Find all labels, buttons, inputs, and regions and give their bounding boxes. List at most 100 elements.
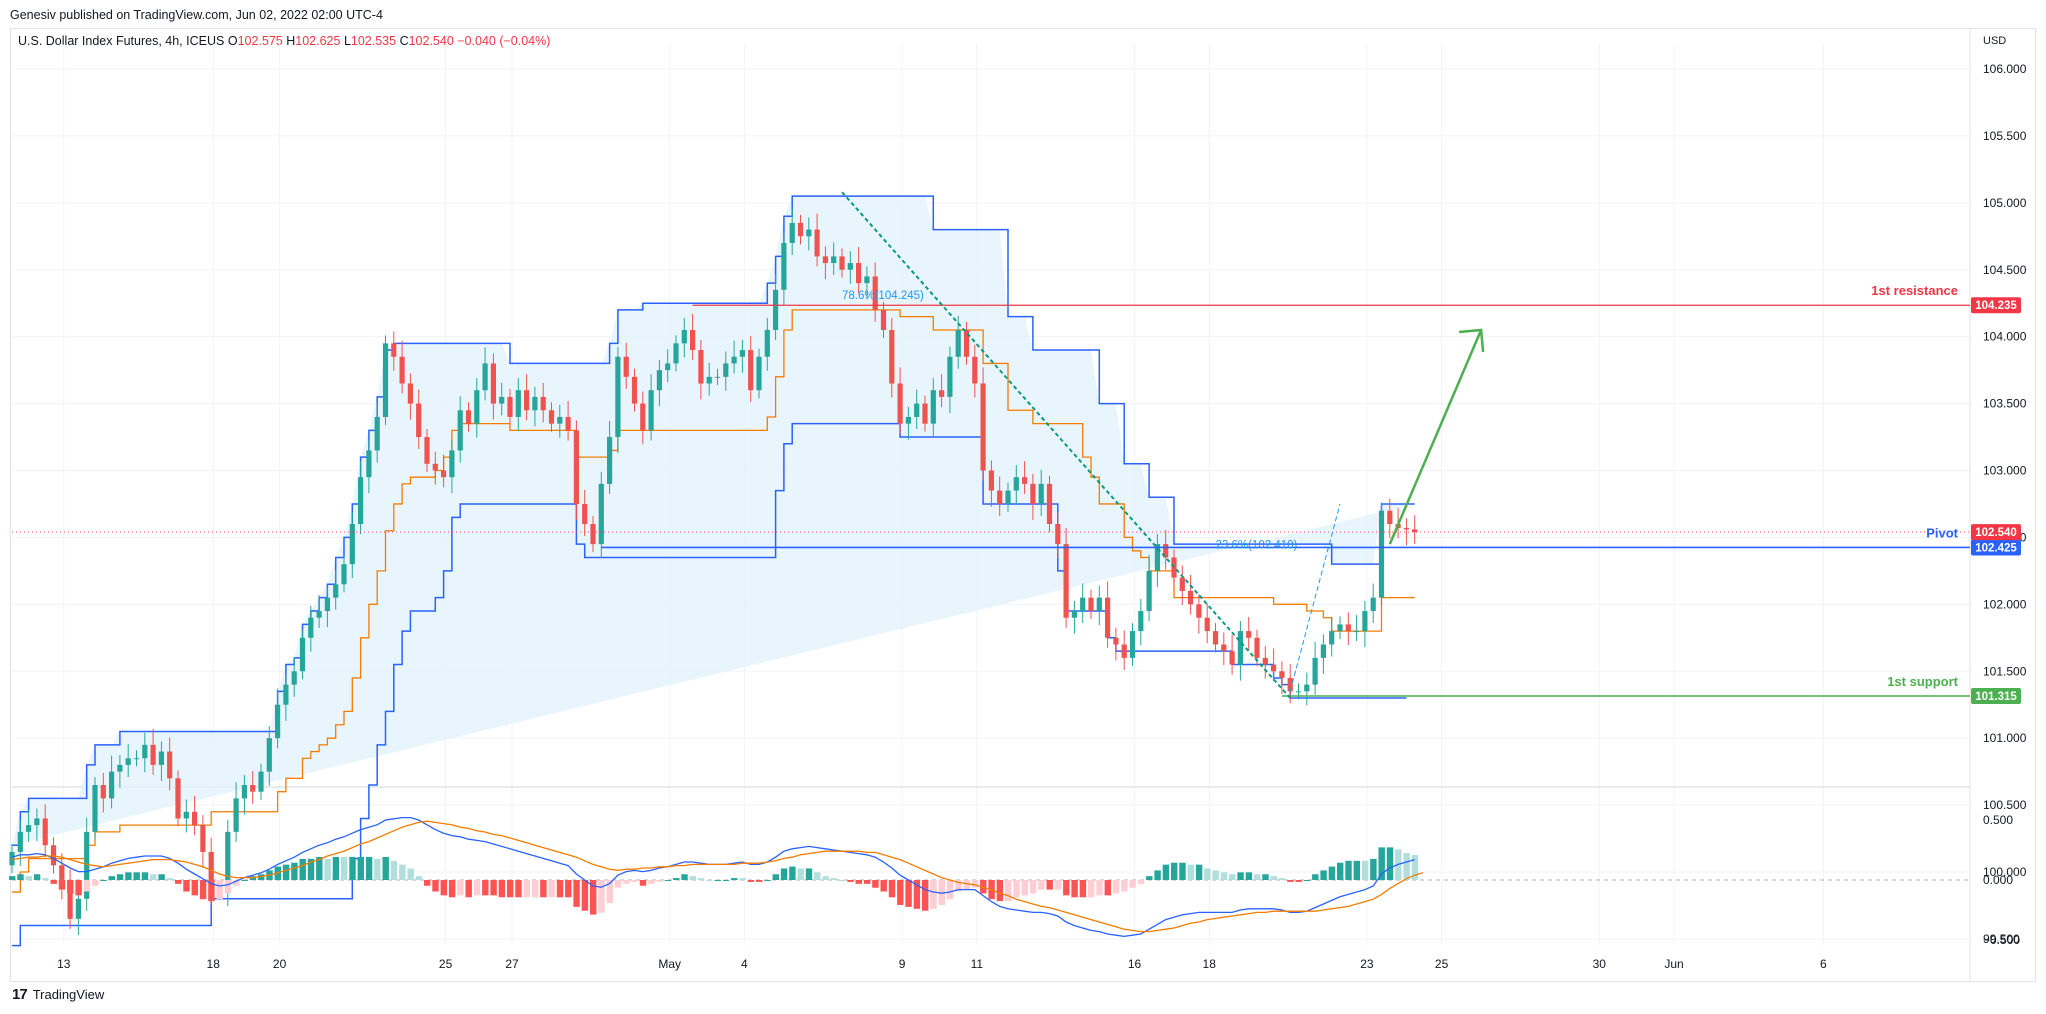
macd-histogram-bar [216, 880, 223, 900]
candle-body [241, 785, 247, 799]
candle-body [656, 370, 662, 391]
macd-histogram-bar [1054, 880, 1062, 890]
candle [507, 388, 513, 425]
chart-frame [10, 28, 2036, 982]
donchian-lower-line [12, 422, 1407, 947]
candles-layer[interactable] [9, 208, 1418, 935]
candle [490, 353, 496, 420]
candle-body [880, 309, 887, 330]
candle-body [1412, 529, 1418, 533]
macd-histogram-bar [75, 880, 82, 896]
candle [283, 674, 289, 721]
candle [1022, 461, 1028, 494]
y-tick-label: 101.500 [1983, 664, 2027, 678]
macd-histogram-bar [930, 880, 937, 909]
candle [590, 516, 596, 553]
price-tag-text: 102.425 [1975, 542, 2017, 554]
candle [1063, 528, 1069, 628]
candle-body [856, 263, 862, 284]
candle-body [764, 329, 770, 357]
macd-histogram-bar [556, 880, 564, 898]
candle-body [524, 390, 530, 411]
projection-arrow-line [1388, 329, 1483, 545]
candle-body [557, 416, 563, 424]
candle [1387, 498, 1393, 539]
candle [1080, 583, 1086, 624]
candle [565, 400, 571, 441]
candle-body [1354, 631, 1360, 633]
candle [1412, 515, 1418, 545]
candle-body [208, 851, 214, 893]
macd-histogram-bar [623, 880, 630, 884]
candle [1154, 534, 1160, 587]
currency-label: USD [1983, 35, 2006, 47]
donchian-channel-fill [12, 196, 1415, 846]
macd-histogram-bar [482, 880, 489, 896]
candle [1246, 617, 1252, 650]
candle-body [1378, 510, 1385, 598]
macd-histogram-bar [1104, 880, 1111, 896]
candle-body [573, 430, 579, 504]
candle-body [1370, 597, 1376, 612]
candle [756, 348, 762, 399]
macd-histogram-bar [789, 866, 796, 880]
macd-histogram-bar [1245, 872, 1253, 880]
candle [465, 402, 472, 432]
last-price-text: 102.540 [1975, 527, 2017, 539]
macd-histogram-bar [540, 880, 547, 898]
macd-histogram-bar [523, 880, 530, 898]
macd-histogram-bar [1312, 874, 1319, 880]
y-tick-label: 99.500 [1983, 932, 2020, 946]
macd-histogram-bar [606, 880, 613, 904]
macd-histogram-bar [639, 880, 647, 886]
candle [930, 378, 936, 438]
candle [432, 451, 438, 485]
candle-body [598, 483, 604, 545]
candle-body [1088, 597, 1094, 612]
macd-histogram-bar [814, 872, 821, 880]
candle-body [275, 704, 281, 739]
brand-name[interactable]: TradingView [32, 987, 105, 1002]
macd-histogram-bar [457, 880, 464, 896]
candle-body [1179, 577, 1185, 591]
candle-body [299, 637, 306, 672]
macd-histogram-bar [158, 874, 165, 880]
candle-body [773, 289, 779, 330]
candle [997, 476, 1003, 517]
donchian-upper-line [12, 195, 1415, 846]
candle-body [1237, 631, 1243, 665]
macd-histogram-bar [307, 858, 315, 880]
candle-body [1005, 490, 1011, 504]
candle [9, 843, 15, 874]
candle-body [1212, 631, 1219, 645]
candle-body [341, 564, 347, 585]
candle [690, 313, 696, 361]
macd-histogram-bar [822, 876, 829, 880]
candle-body [167, 751, 173, 779]
macd-histogram-bar [399, 864, 406, 880]
candle-body [690, 329, 696, 351]
candle-body [150, 744, 156, 765]
level-name: 1st support [1887, 674, 1958, 689]
candle [1362, 600, 1368, 648]
candle-body [192, 811, 198, 826]
candle [407, 373, 413, 420]
candle-body [623, 356, 629, 377]
x-tick-label: 6 [1820, 957, 1827, 971]
price-tag [1971, 688, 2021, 705]
ohlc-open-label: O [227, 34, 238, 48]
candle-body [1022, 477, 1028, 484]
macd-histogram-bar [590, 880, 597, 915]
candle [100, 772, 106, 813]
symbol-name[interactable]: U.S. Dollar Index Futures, 4h, ICEUS [18, 34, 225, 48]
macd-histogram-bar [905, 880, 912, 907]
candle-body [109, 771, 115, 799]
candle-body [9, 851, 15, 866]
candle-body [1387, 510, 1393, 525]
macd-histogram-bar [1254, 874, 1261, 880]
candle [781, 232, 787, 306]
candle [582, 489, 588, 537]
candle [1403, 518, 1409, 546]
tradingview-logo-icon[interactable]: 17 [12, 986, 28, 1003]
